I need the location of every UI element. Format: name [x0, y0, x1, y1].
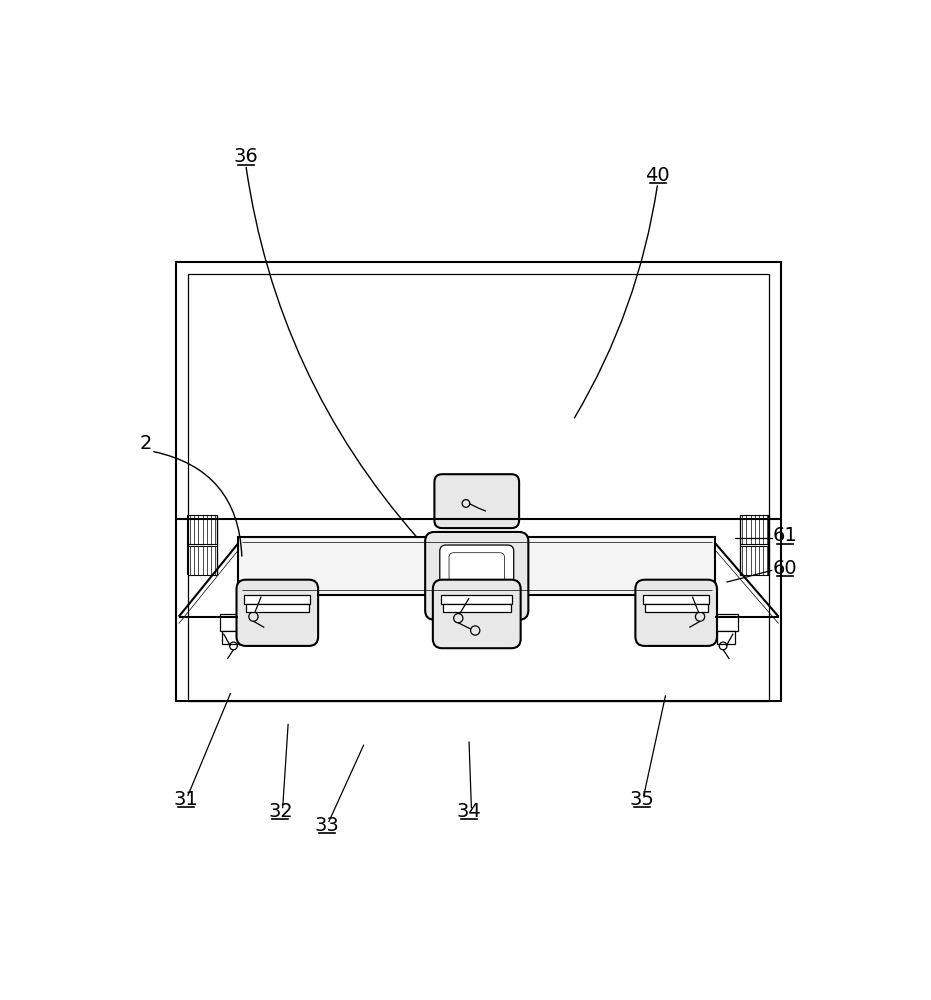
Bar — [188, 274, 769, 701]
Bar — [643, 595, 709, 604]
Bar — [188, 546, 217, 575]
Text: 32: 32 — [268, 802, 292, 821]
Text: 2: 2 — [140, 434, 152, 453]
Text: 33: 33 — [315, 816, 339, 835]
Text: 35: 35 — [630, 790, 654, 809]
Text: 31: 31 — [173, 790, 198, 809]
Bar — [644, 604, 708, 612]
Bar — [740, 515, 769, 544]
Bar — [220, 614, 243, 631]
Bar — [188, 515, 217, 544]
Text: 61: 61 — [773, 526, 797, 545]
FancyBboxPatch shape — [236, 580, 318, 646]
Bar — [740, 546, 769, 575]
Text: 60: 60 — [773, 559, 797, 578]
Bar — [443, 604, 510, 612]
Text: 36: 36 — [234, 147, 258, 166]
FancyBboxPatch shape — [449, 553, 505, 600]
Bar — [238, 537, 715, 595]
Bar — [715, 614, 737, 631]
FancyBboxPatch shape — [439, 545, 514, 607]
Bar — [441, 595, 512, 604]
Bar — [222, 631, 240, 644]
FancyBboxPatch shape — [425, 532, 529, 620]
Bar — [244, 595, 310, 604]
FancyBboxPatch shape — [635, 580, 717, 646]
FancyBboxPatch shape — [433, 580, 520, 648]
Bar — [717, 631, 735, 644]
Bar — [246, 604, 309, 612]
Text: 40: 40 — [645, 166, 670, 185]
Text: 34: 34 — [457, 802, 481, 821]
FancyBboxPatch shape — [435, 474, 519, 528]
Bar — [177, 262, 781, 701]
